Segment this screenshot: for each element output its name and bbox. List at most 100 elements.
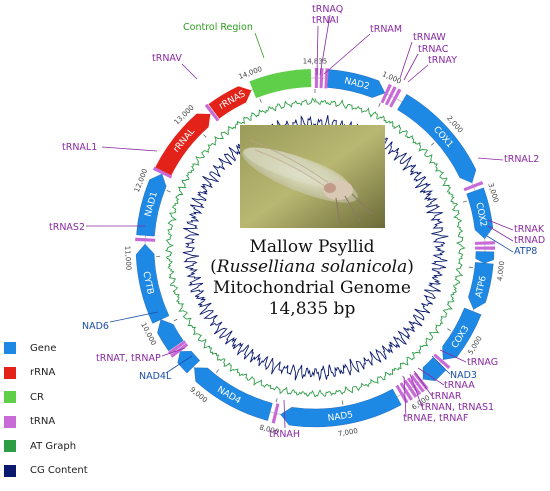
feature-rrnas	[208, 86, 252, 119]
feature-arrows	[135, 67, 496, 428]
legend-label: rRNA	[30, 367, 56, 379]
feature-cytb	[135, 243, 170, 324]
title-line-4: 14,835 bp	[269, 299, 356, 319]
trnae-f-label: tRNAE, tRNAF	[403, 413, 468, 424]
composition-graphs	[165, 97, 466, 398]
trna-trnaq	[319, 68, 324, 89]
trna-trnal1	[152, 166, 173, 179]
psyllid-photo	[240, 125, 385, 228]
feature-nad4l	[177, 351, 201, 374]
legend-item: CR	[4, 385, 114, 410]
trnak-label: tRNAK	[514, 224, 545, 235]
tick-label: 4,000	[496, 261, 506, 282]
species-name: Russelliana solanicola	[216, 257, 407, 277]
title-line-2: (Russelliana solanicola)	[210, 257, 414, 277]
trna-trnag	[433, 353, 451, 370]
trnah-label: tRNAH	[269, 429, 300, 440]
legend-label: Gene	[30, 342, 57, 354]
trna-trnam	[324, 68, 329, 89]
outer-labels: Control Region tRNAV tRNAQ tRNAI tRNAM t…	[49, 4, 545, 440]
legend-swatch-gene	[4, 342, 16, 355]
tick-mark	[173, 318, 178, 322]
tick-mark	[447, 328, 452, 332]
trna-trnak	[474, 241, 495, 245]
tick-label: 14,835	[303, 58, 328, 66]
legend-item: AT Graph	[4, 434, 114, 459]
feature-rrnal	[155, 113, 211, 176]
trna-trnas2	[135, 237, 156, 242]
legend-swatch-cg-content	[4, 464, 16, 477]
feature-control-region	[249, 69, 312, 99]
trna-trnav	[204, 103, 220, 122]
trna-trnas1	[403, 379, 418, 398]
tick-label: 3,000	[486, 182, 500, 204]
trna-trnay	[389, 88, 402, 108]
feature-cox2	[466, 187, 494, 240]
tick-label: 11,000	[123, 246, 132, 271]
trna-trnap	[168, 340, 187, 355]
feature-nad4	[194, 367, 273, 421]
tick-mark	[378, 102, 381, 107]
tick-label: 7,000	[337, 427, 358, 438]
gene-label-atp6: ATP6	[474, 275, 489, 299]
legend-item: rRNA	[4, 361, 114, 386]
trna-trnat	[170, 343, 189, 358]
trna-trnaw	[380, 83, 392, 104]
control-region-label: Control Region	[183, 22, 253, 33]
tick-label: 1,000	[381, 70, 403, 86]
trna-trnai	[314, 67, 319, 89]
legend-swatch-trna	[4, 415, 16, 428]
nad4l-label: NAD4L	[139, 371, 172, 382]
trna-trnae	[399, 382, 414, 401]
trna-trnar	[410, 374, 425, 393]
legend-label: CR	[30, 391, 44, 403]
trnac-label: tRNAC	[418, 44, 449, 55]
trnag-label: tRNAG	[467, 357, 498, 368]
legend-swatch-rrna	[4, 366, 16, 379]
trnat-p-label: tRNAT, tRNAP	[96, 353, 161, 364]
trnaw-label: tRNAW	[413, 32, 446, 43]
legend-item: CG Content	[4, 459, 114, 484]
feature-cox1	[397, 94, 477, 184]
gene-label-cytb: CYTB	[140, 271, 155, 296]
legend-label: tRNA	[30, 416, 56, 428]
atp8-label: ATP8	[514, 246, 537, 257]
title-line-1: Mallow Psyllid	[249, 237, 374, 257]
gene-label-cox2: COX2	[473, 202, 488, 228]
nad3-label: NAD3	[450, 370, 477, 381]
tick-mark	[259, 98, 262, 103]
legend-label: AT Graph	[30, 440, 77, 452]
feature-nad2	[327, 69, 386, 98]
trnar-label: tRNAR	[431, 391, 462, 402]
trnal1-label: tRNAL1	[62, 142, 97, 153]
trnaq-label: tRNAQ	[312, 4, 343, 15]
trnan-s1-label: tRNAN, tRNAS1	[421, 402, 494, 413]
trna-trnad	[474, 246, 496, 250]
trnai-label: tRNAI	[312, 15, 339, 26]
tick-mark	[203, 134, 207, 138]
trnas2-label: tRNAS2	[49, 222, 85, 233]
trnay-label: tRNAY	[428, 55, 457, 66]
title-line-3: Mitochondrial Genome	[213, 278, 411, 298]
trnad-label: tRNAD	[514, 235, 545, 246]
legend-swatch-cr	[4, 391, 16, 404]
feature-nad6	[157, 319, 184, 352]
legend-label: CG Content	[30, 465, 88, 477]
nad6-label: NAD6	[82, 321, 109, 332]
tick-mark	[430, 142, 435, 146]
tick-mark	[275, 398, 278, 403]
feature-atp6	[468, 262, 494, 310]
trnav-label: tRNAV	[152, 53, 182, 64]
legend: Gene rRNA CR tRNA AT Graph CG Content	[4, 336, 114, 483]
tick-mark	[166, 190, 171, 193]
cg-content-trace	[182, 114, 449, 382]
legend-swatch-at-graph	[4, 440, 16, 453]
trna-trnal2	[463, 180, 484, 192]
trna-trnah	[271, 403, 280, 424]
tick-mark	[341, 400, 344, 405]
trnam-label: tRNAM	[370, 24, 402, 35]
tick-mark	[215, 369, 220, 373]
tick-label: 10,000	[139, 321, 157, 346]
tick-mark	[462, 200, 468, 203]
